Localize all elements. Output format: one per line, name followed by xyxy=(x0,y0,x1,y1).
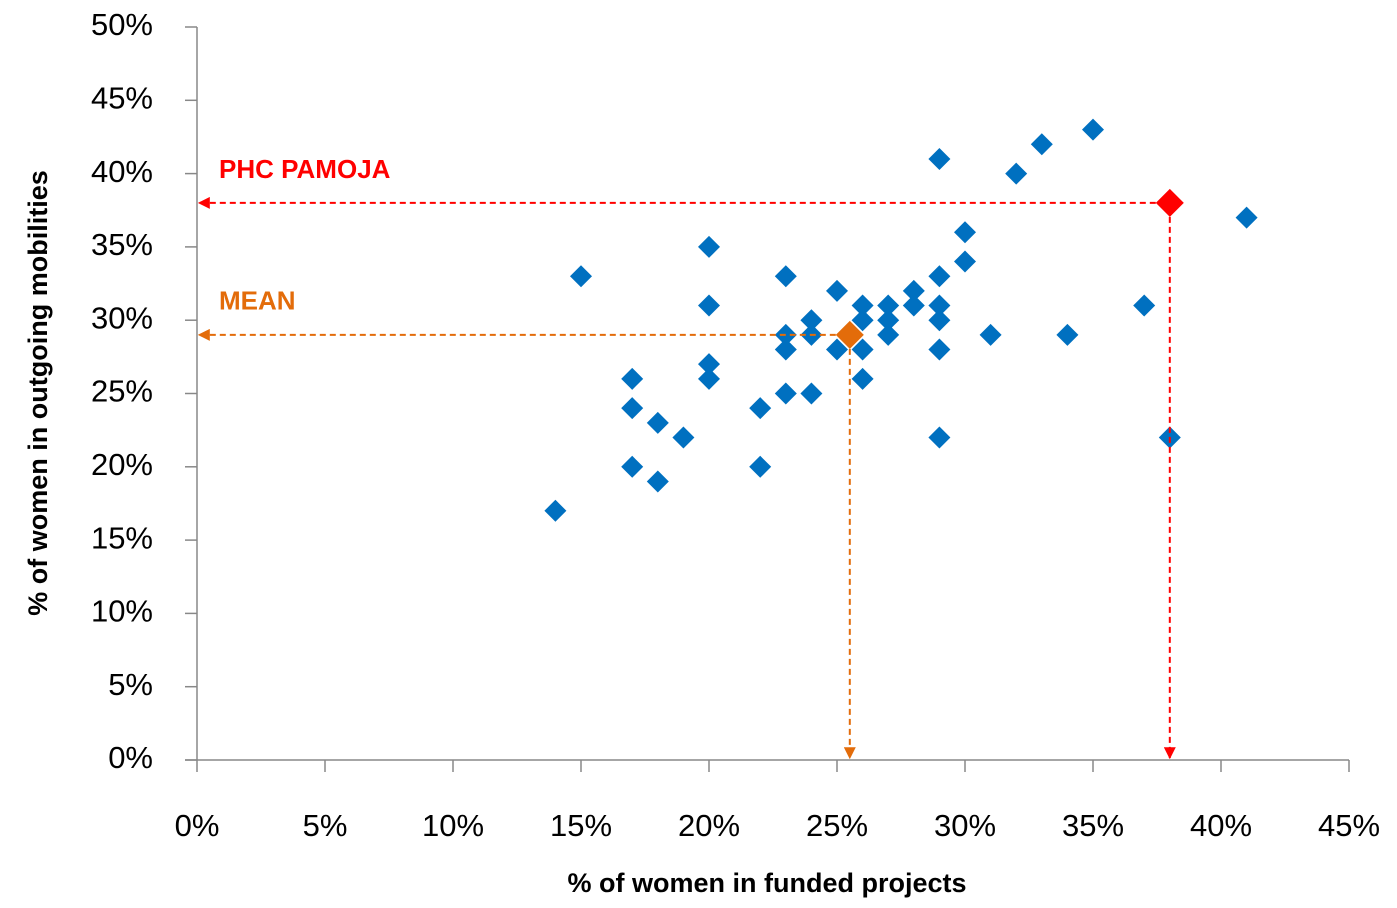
point xyxy=(698,294,720,317)
point xyxy=(877,323,900,346)
point xyxy=(928,426,951,449)
y-tick-label: 35% xyxy=(91,227,153,262)
point xyxy=(1056,323,1079,346)
y-axis-title: % of women in outgoing mobilities xyxy=(23,170,53,615)
x-axis-title: % of women in funded projects xyxy=(567,868,966,898)
y-tick-label: 45% xyxy=(91,80,153,115)
point xyxy=(544,499,567,522)
y-tick-label: 15% xyxy=(91,520,153,555)
x-tick-label: 45% xyxy=(1318,808,1380,843)
x-tick-label: 35% xyxy=(1062,808,1124,843)
point xyxy=(1133,294,1156,317)
point xyxy=(774,382,797,405)
point xyxy=(646,411,669,434)
point xyxy=(928,338,951,361)
point xyxy=(954,250,976,273)
annotation: PHC PAMOJA xyxy=(219,154,391,184)
highlight-point xyxy=(835,320,864,349)
point xyxy=(698,235,720,258)
x-tick-label: 25% xyxy=(806,808,868,843)
point xyxy=(928,147,951,170)
point xyxy=(1005,162,1028,185)
x-tick-label: 5% xyxy=(303,808,348,843)
y-tick-label: 30% xyxy=(91,300,153,335)
point xyxy=(698,367,720,390)
x-tick-label: 0% xyxy=(175,808,220,843)
point xyxy=(826,338,848,361)
y-tick-label: 5% xyxy=(108,667,153,702)
point xyxy=(570,265,592,288)
point xyxy=(621,455,644,478)
point xyxy=(902,279,925,302)
point xyxy=(672,426,695,449)
y-tick-label: 40% xyxy=(91,154,153,189)
point xyxy=(928,294,951,317)
point xyxy=(851,367,874,390)
point xyxy=(774,265,797,288)
y-tick-label: 0% xyxy=(108,740,153,775)
point xyxy=(928,309,951,332)
point xyxy=(749,455,772,478)
point xyxy=(851,309,874,332)
y-tick-label: 10% xyxy=(91,594,153,629)
point xyxy=(698,353,720,376)
x-tick-label: 10% xyxy=(422,808,484,843)
annotation: MEAN xyxy=(219,286,296,316)
point xyxy=(1082,118,1104,141)
point xyxy=(1235,206,1258,229)
point xyxy=(954,221,976,244)
point xyxy=(800,382,823,405)
point xyxy=(877,294,900,317)
x-tick-label: 20% xyxy=(678,808,740,843)
point xyxy=(1030,133,1053,156)
point xyxy=(826,279,848,302)
x-tick-label: 15% xyxy=(550,808,612,843)
point xyxy=(621,367,644,390)
point xyxy=(877,309,900,332)
point xyxy=(928,265,951,288)
point xyxy=(851,338,874,361)
point xyxy=(774,338,797,361)
point xyxy=(646,470,669,493)
x-tick-label: 40% xyxy=(1190,808,1252,843)
point xyxy=(800,309,823,332)
point xyxy=(979,323,1002,346)
x-tick-label: 30% xyxy=(934,808,996,843)
y-tick-label: 20% xyxy=(91,447,153,482)
point xyxy=(851,294,874,317)
y-tick-label: 50% xyxy=(91,7,153,42)
point xyxy=(902,294,925,317)
point xyxy=(749,397,772,420)
y-tick-label: 25% xyxy=(91,374,153,409)
highlight-point xyxy=(1155,188,1184,217)
point xyxy=(621,397,644,420)
